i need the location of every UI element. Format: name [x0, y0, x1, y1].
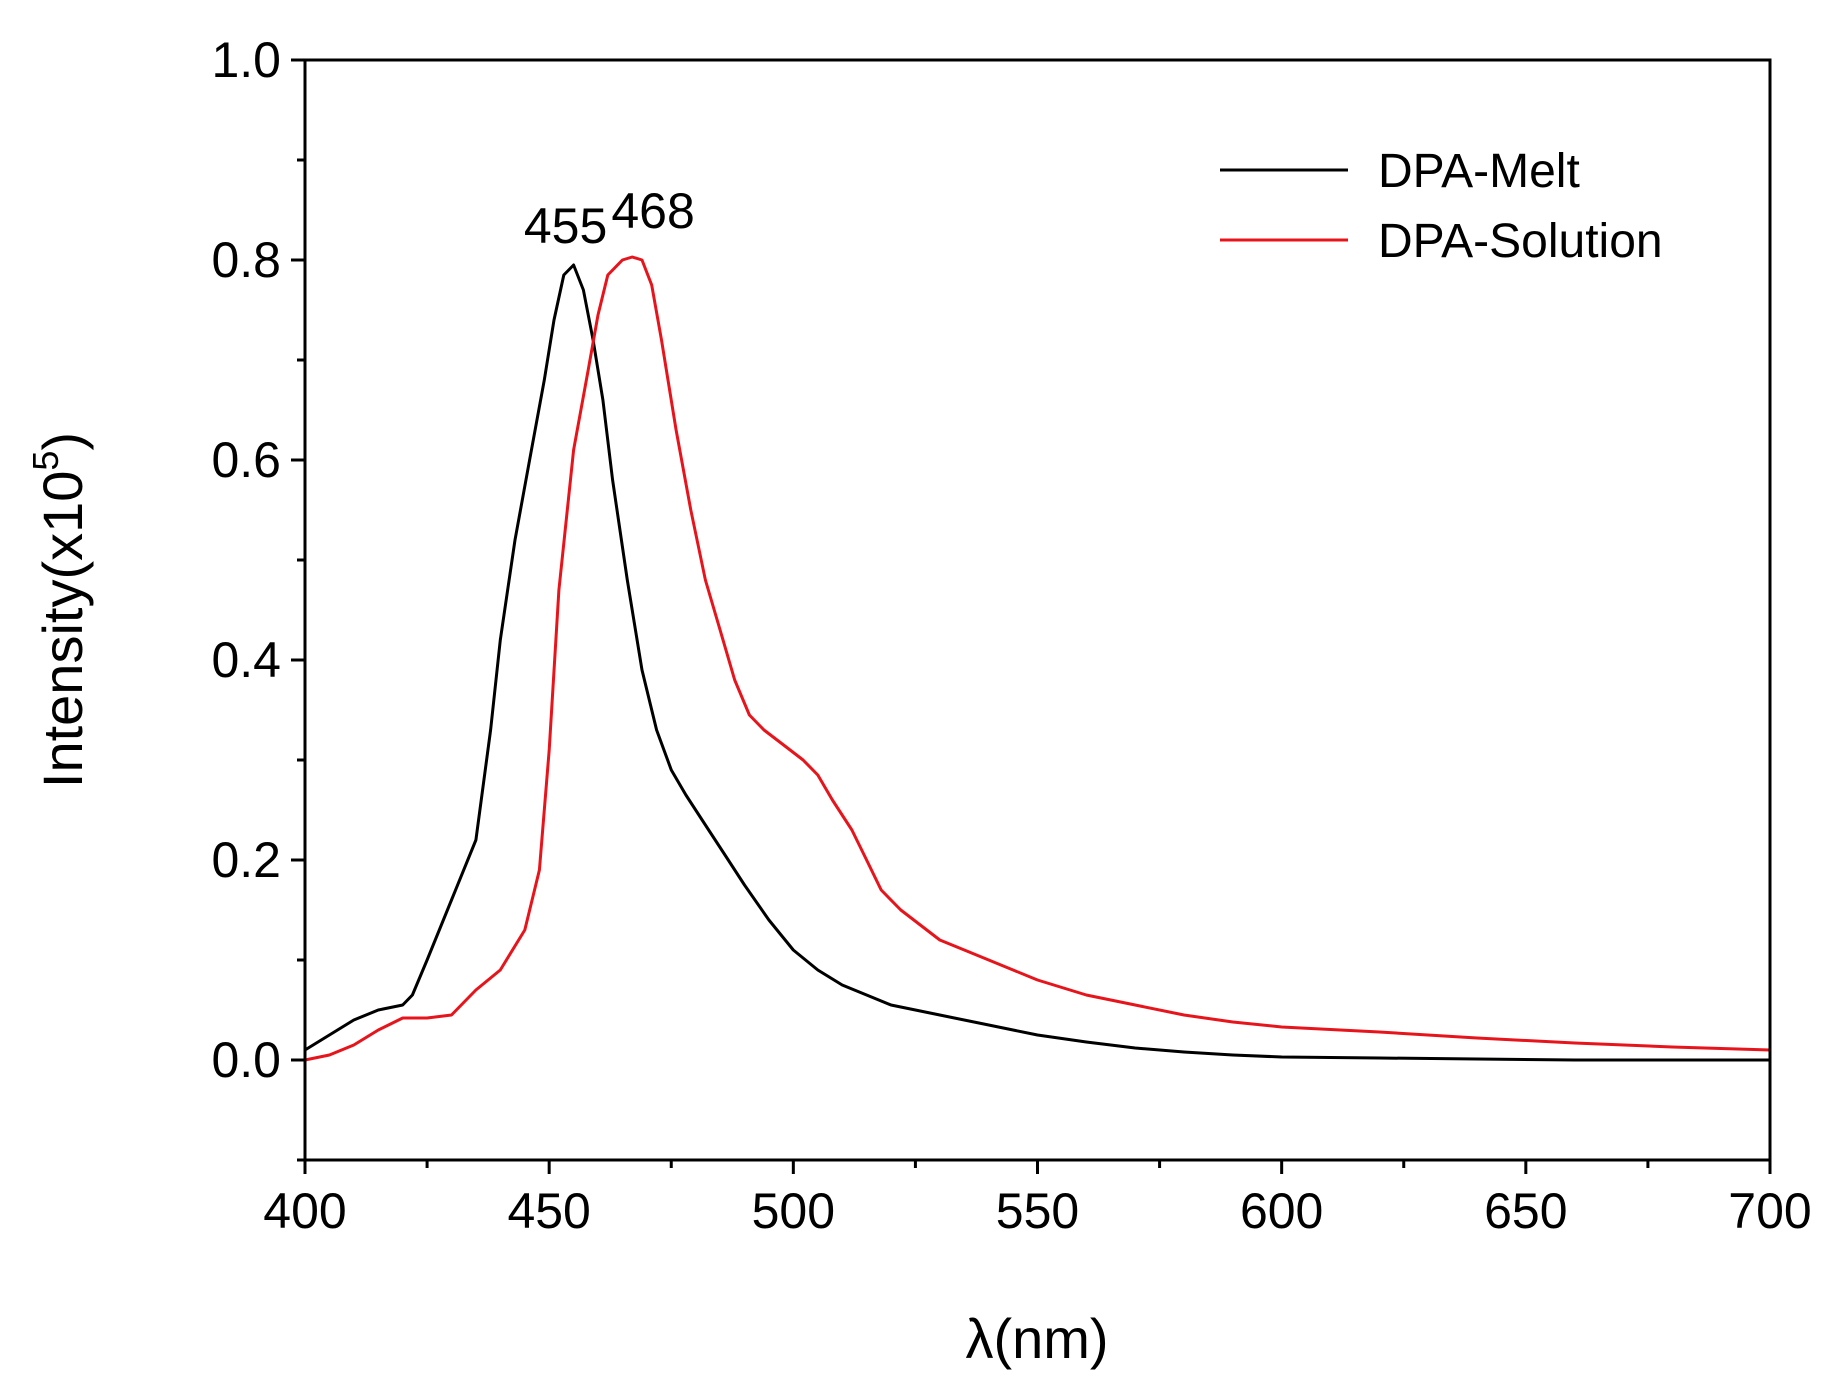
x-tick-label-500: 500: [752, 1183, 835, 1239]
y-axis-title-superscript: 5: [25, 451, 66, 471]
annotation-layer: 455 468: [524, 183, 695, 254]
y-tick-label-1: 1.0: [211, 32, 281, 88]
legend: DPA-Melt DPA-Solution: [1220, 145, 1663, 268]
axis-layer: 400 450 500 550 600 650 700 0.0 0.2 0.4 0.6 0.8 1.0: [211, 32, 1811, 1239]
series-layer: [304, 255, 1771, 1062]
x-tick-label-650: 650: [1484, 1183, 1567, 1239]
y-axis-title-close: ): [31, 432, 94, 451]
y-tick-label-0.4: 0.4: [211, 632, 281, 688]
x-tick-label-450: 450: [507, 1183, 590, 1239]
x-tick-label-700: 700: [1728, 1183, 1811, 1239]
legend-label-dpa-solution: DPA-Solution: [1378, 215, 1663, 268]
y-tick-label-0.8: 0.8: [211, 232, 281, 288]
series-line-dpa-solution: [304, 255, 1771, 1062]
x-tick-label-400: 400: [263, 1183, 346, 1239]
y-tick-label-0.6: 0.6: [211, 432, 281, 488]
peak-label-468: 468: [611, 183, 694, 239]
y-tick-label-0.2: 0.2: [211, 832, 281, 888]
y-axis-title: Intensity(x105): [25, 432, 94, 788]
peak-label-455: 455: [524, 198, 607, 254]
x-tick-label-550: 550: [996, 1183, 1079, 1239]
x-axis-title: λ(nm): [965, 1307, 1108, 1370]
y-tick-label-0: 0.0: [211, 1032, 281, 1088]
series-line-dpa-melt: [304, 263, 1770, 1062]
y-axis-title-main: Intensity(x10: [31, 471, 94, 789]
legend-label-dpa-melt: DPA-Melt: [1378, 145, 1580, 198]
x-tick-label-600: 600: [1240, 1183, 1323, 1239]
